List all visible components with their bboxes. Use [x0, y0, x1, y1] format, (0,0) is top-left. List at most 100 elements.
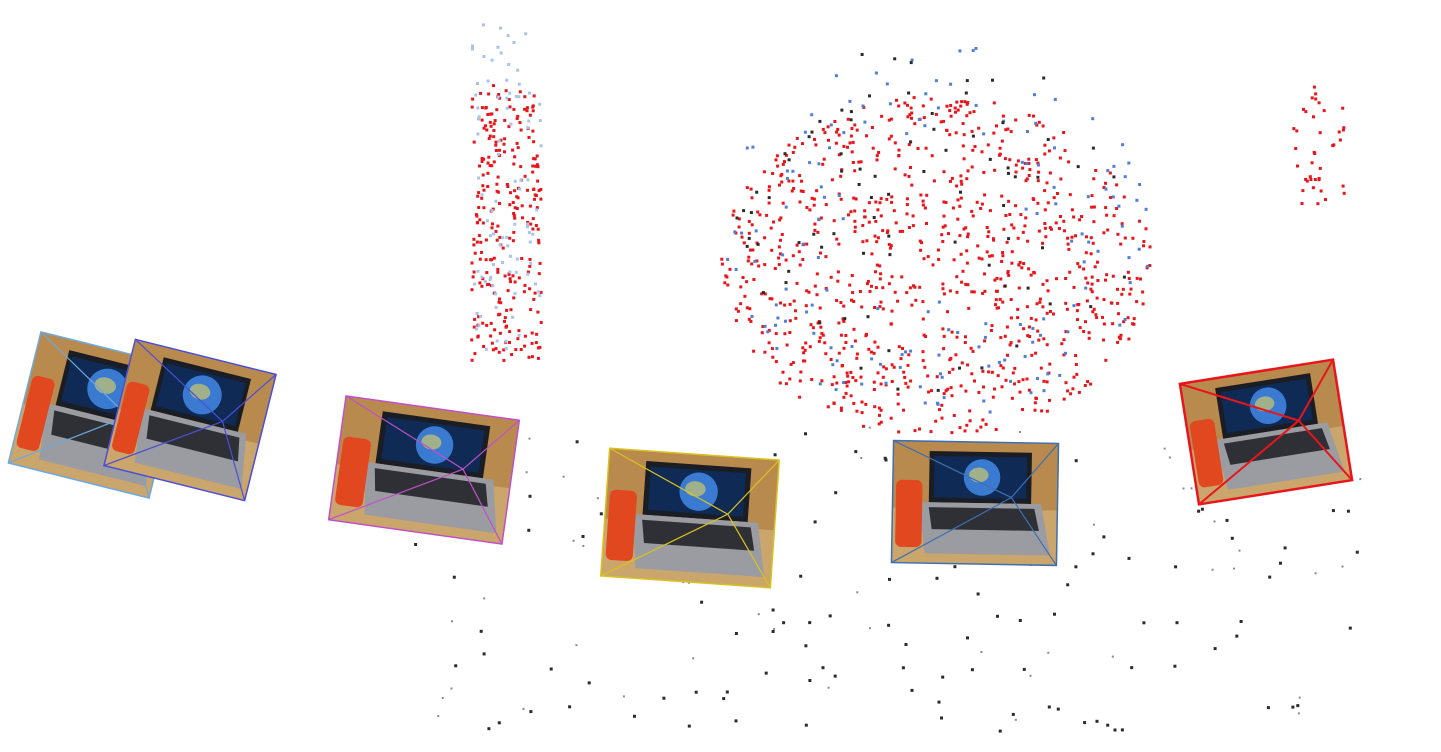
camera-3[interactable] — [327, 395, 521, 545]
point — [523, 344, 527, 348]
camera-6[interactable] — [1178, 358, 1354, 506]
point — [472, 325, 476, 329]
point — [1004, 378, 1008, 382]
point — [863, 215, 867, 219]
point — [472, 270, 476, 274]
point — [1047, 705, 1051, 709]
camera-5[interactable] — [890, 439, 1060, 567]
point — [494, 347, 498, 351]
point — [909, 379, 913, 383]
point — [995, 276, 999, 280]
point — [1026, 239, 1030, 243]
point — [512, 211, 516, 215]
point — [970, 209, 974, 213]
camera-4[interactable] — [599, 447, 781, 589]
point — [526, 225, 529, 229]
point — [1095, 316, 1099, 320]
point — [1027, 162, 1031, 165]
point — [587, 681, 591, 685]
point — [883, 456, 887, 460]
point — [958, 49, 962, 53]
point — [910, 58, 914, 62]
point — [921, 203, 925, 207]
point — [1043, 152, 1047, 156]
point — [798, 379, 802, 383]
point — [454, 664, 458, 668]
point — [1046, 372, 1050, 376]
point — [865, 239, 869, 243]
point — [741, 276, 745, 279]
point — [508, 341, 511, 344]
point — [490, 226, 494, 230]
point — [1341, 565, 1344, 568]
point — [781, 201, 785, 205]
point — [961, 269, 965, 273]
point — [480, 284, 484, 288]
point — [1009, 130, 1013, 134]
point — [1037, 229, 1041, 233]
point — [942, 200, 946, 204]
point — [549, 667, 553, 671]
point — [970, 129, 974, 133]
point — [470, 338, 474, 342]
point — [487, 92, 491, 96]
point — [929, 430, 933, 434]
point — [470, 47, 474, 51]
point — [887, 137, 891, 141]
point — [518, 90, 522, 94]
point — [1063, 229, 1066, 233]
frustum-edge — [134, 338, 223, 422]
point — [801, 142, 804, 146]
point — [1087, 240, 1091, 244]
point — [493, 328, 497, 332]
point — [533, 291, 537, 295]
point — [1025, 161, 1029, 165]
point — [511, 239, 515, 243]
point — [910, 116, 913, 120]
point — [1021, 378, 1025, 382]
point — [887, 243, 891, 246]
point — [749, 187, 753, 191]
point — [929, 97, 933, 101]
point — [1052, 136, 1056, 140]
point — [937, 257, 941, 261]
point — [850, 298, 853, 302]
point — [499, 26, 502, 30]
point — [859, 366, 863, 370]
point — [970, 668, 974, 672]
point — [488, 164, 492, 168]
point — [508, 330, 512, 334]
point — [771, 608, 775, 612]
point — [533, 157, 537, 161]
point — [850, 345, 854, 348]
point — [747, 231, 751, 235]
camera-2[interactable] — [103, 338, 277, 502]
point — [757, 613, 760, 616]
point — [792, 187, 796, 190]
point — [1048, 302, 1052, 306]
point — [751, 145, 755, 149]
point — [1213, 520, 1216, 523]
point — [773, 453, 777, 457]
point — [760, 331, 764, 335]
point — [1070, 239, 1074, 243]
point — [824, 203, 828, 207]
point — [539, 321, 543, 324]
point — [526, 126, 530, 130]
point — [1069, 392, 1073, 396]
point — [1017, 263, 1021, 267]
point — [1074, 354, 1078, 357]
point — [842, 381, 846, 384]
point — [1007, 237, 1011, 241]
point — [1062, 338, 1066, 342]
point — [855, 356, 859, 360]
point — [956, 217, 960, 221]
point — [980, 651, 983, 653]
point — [820, 245, 824, 249]
point — [476, 334, 480, 338]
point — [874, 270, 877, 274]
point — [509, 280, 512, 284]
point — [955, 275, 959, 279]
point — [989, 329, 993, 332]
